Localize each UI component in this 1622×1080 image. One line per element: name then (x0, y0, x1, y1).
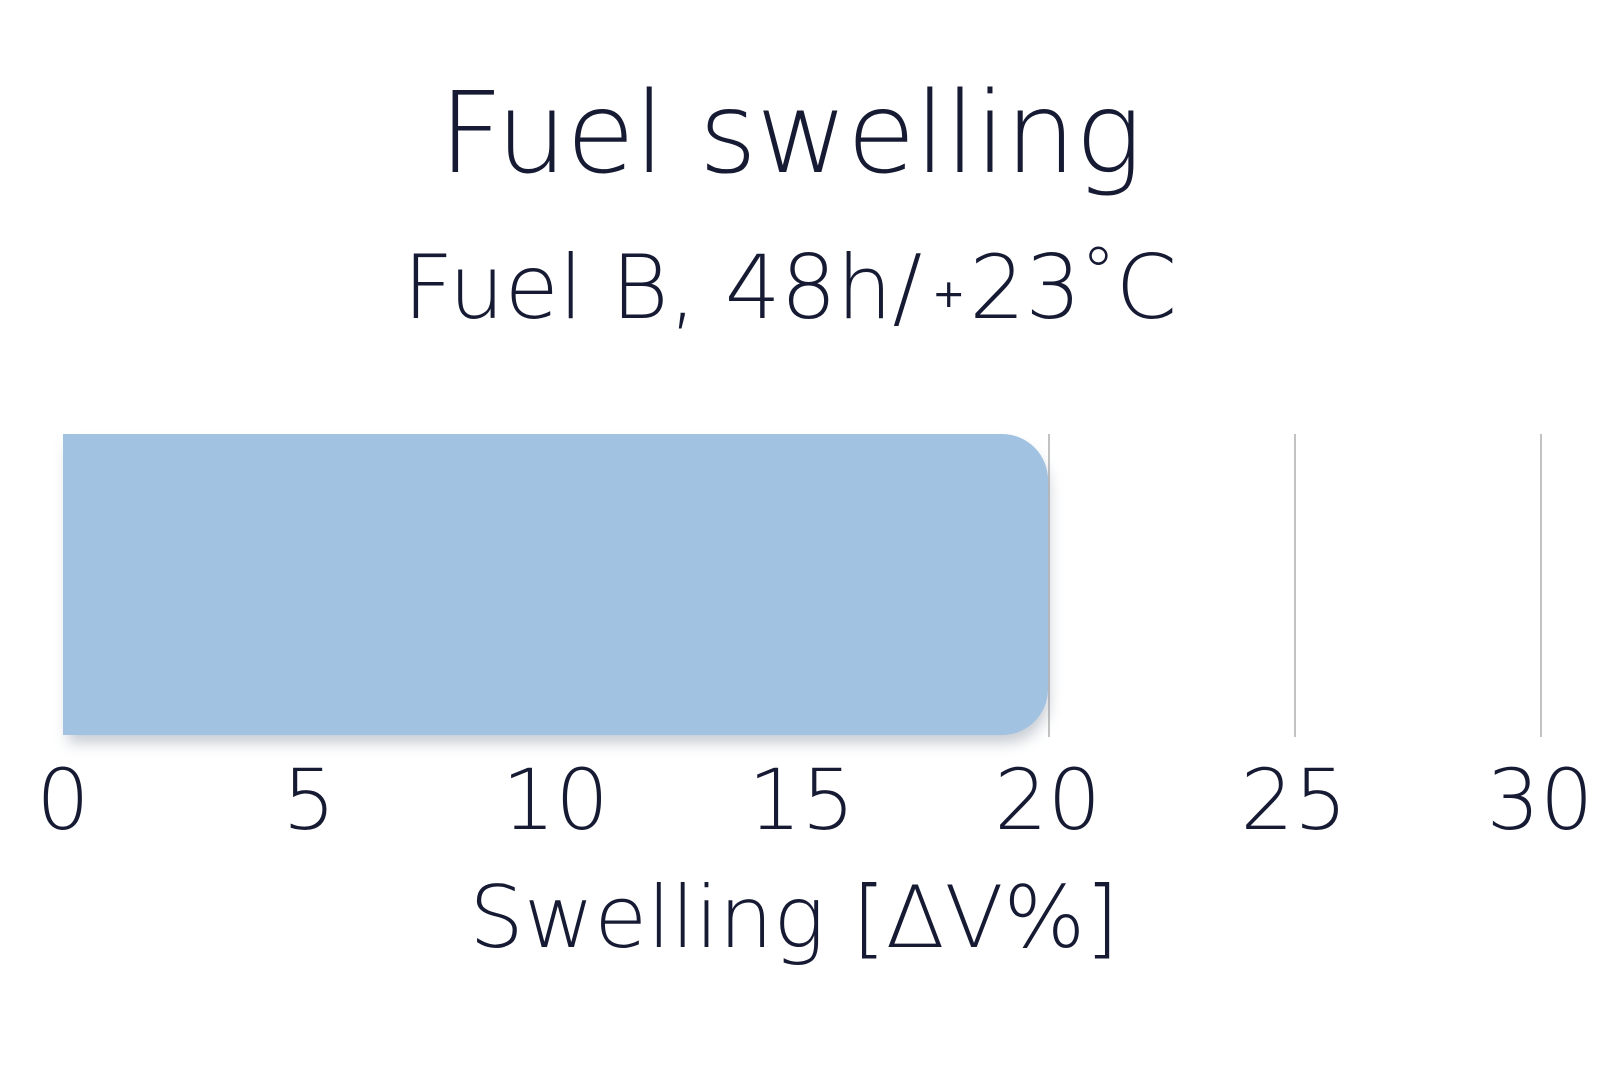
x-tick-label-10: 10 (501, 751, 609, 849)
chart-title: Fuel swelling (438, 69, 1142, 199)
x-tick-label-25: 25 (1240, 751, 1348, 849)
x-tick-label-15: 15 (748, 751, 855, 849)
x-tick-label-0: 0 (36, 751, 90, 849)
gridline-x-25 (1293, 434, 1296, 737)
x-tick-label-20: 20 (994, 751, 1102, 849)
subtitle-temperature-unit: C (1115, 236, 1178, 339)
x-tick-label-30: 30 (1486, 751, 1594, 849)
plus-sign: + (932, 270, 966, 317)
degree-symbol: ° (1081, 233, 1116, 314)
gridline-x-30 (1540, 434, 1542, 737)
subtitle-temperature-value: 23 (969, 236, 1082, 339)
gridline-x-20 (1047, 434, 1050, 737)
x-axis-label: Swelling [ΔV%] (469, 868, 1119, 968)
subtitle-condition-text: Fuel B, 48h/ (402, 236, 923, 339)
bar-fuel-b (63, 434, 1048, 735)
x-tick-label-5: 5 (282, 751, 336, 849)
chart-subtitle: Fuel B, 48h/+23°C (0, 239, 1580, 332)
